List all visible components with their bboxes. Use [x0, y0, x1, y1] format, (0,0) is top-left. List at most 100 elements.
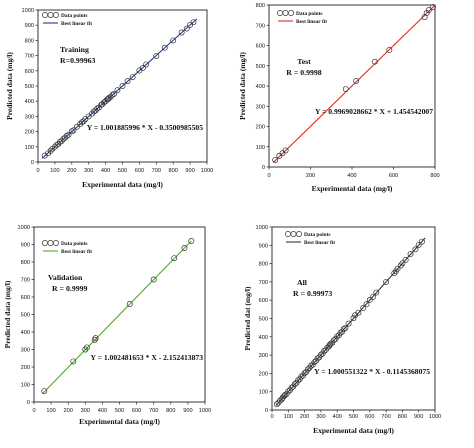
data-point: [402, 256, 409, 263]
dataset-name: Test: [297, 57, 311, 66]
correlation-label: R=0.99963: [60, 56, 96, 65]
y-tick-label: 900: [259, 243, 268, 249]
x-tick-label: 700: [152, 168, 161, 174]
data-point: [334, 333, 341, 340]
data-point: [291, 381, 298, 387]
data-point: [92, 107, 99, 114]
data-point: [178, 29, 185, 36]
data-point: [170, 37, 177, 44]
x-tick-label: 300: [316, 414, 325, 420]
y-axis-label: Predicted dat (mg/l): [243, 286, 252, 351]
data-point: [425, 7, 432, 14]
x-axis-label: Experimental data (mg/l): [312, 184, 393, 193]
data-point: [429, 4, 436, 10]
y-tick-label: 800: [21, 260, 30, 266]
y-tick-label: 400: [256, 84, 265, 90]
y-tick-label: 100: [25, 145, 34, 151]
x-tick-label: 600: [389, 173, 398, 179]
data-point: [355, 309, 362, 316]
legend: Data points Best linear fit: [277, 10, 327, 25]
data-point: [114, 87, 121, 94]
dataset-name: Training: [60, 45, 89, 54]
x-tick-label: 200: [67, 168, 76, 174]
correlation-label: R = 0.9998: [286, 68, 322, 77]
y-tick-label: 200: [259, 371, 268, 377]
y-tick-label: 700: [21, 278, 30, 284]
data-point: [181, 245, 188, 251]
legend: Data points Best linear fit: [285, 231, 335, 246]
y-tick-label: 800: [256, 3, 265, 9]
data-point: [82, 346, 89, 353]
x-tick-label: 0: [32, 408, 35, 414]
regression-equation: Y = 1.000551322 * X - 0.1145368075: [314, 367, 430, 376]
y-tick-label: 300: [259, 353, 268, 359]
data-point: [327, 340, 334, 347]
x-tick-label: 300: [81, 408, 90, 414]
y-tick-label: 800: [25, 38, 34, 44]
data-point: [342, 325, 349, 331]
x-tick-label: 400: [347, 173, 356, 179]
y-tick-label: 400: [25, 99, 34, 105]
y-tick-label: 300: [256, 104, 265, 110]
regression-equation: Y = 0.9969028662 * X + 1.454542007: [315, 107, 433, 116]
x-tick-label: 100: [50, 168, 59, 174]
legend-marker: [296, 231, 302, 237]
data-point: [288, 384, 295, 391]
x-tick-label: 100: [46, 408, 55, 414]
legend-label: Data points: [296, 11, 323, 17]
y-tick-label: 900: [21, 243, 30, 249]
y-tick-label: 600: [259, 298, 268, 304]
data-point: [55, 141, 62, 148]
data-point: [129, 74, 136, 81]
data-point: [340, 326, 347, 333]
data-point: [391, 270, 398, 277]
scatter-chart: 0 100 200 300 400 500 600 700 800 900 1000 0 100 200 3…: [3, 225, 211, 426]
data-point: [107, 93, 114, 100]
x-tick-label: 1000: [429, 414, 441, 420]
data-point: [60, 135, 67, 142]
data-point: [153, 52, 160, 59]
x-axis-label: Experimental data (mg/l): [313, 426, 394, 435]
legend-marker: [53, 240, 59, 246]
legend-marker: [53, 12, 59, 18]
x-tick-label: 0: [267, 173, 270, 179]
y-tick-label: 300: [21, 348, 30, 354]
y-axis-label: Predicted data (mg/l): [3, 280, 12, 348]
x-axis-label: Experimental data (mg/l): [82, 180, 163, 189]
data-point: [58, 138, 65, 144]
legend: Data points Best linear fit: [42, 240, 92, 255]
data-point: [308, 362, 315, 369]
training-panel: 0 100 200 300 400 500 600 700 800 900 1000 0 100 200 3…: [0, 0, 237, 224]
x-tick-label: 700: [381, 414, 390, 420]
legend: Data points Best linear fit: [42, 12, 92, 27]
x-tick-label: 500: [118, 168, 127, 174]
dataset-name: All: [297, 278, 308, 287]
y-tick-label: 500: [256, 64, 265, 70]
y-axis-label: Predicted data (mg/l): [238, 52, 247, 120]
data-point: [273, 401, 280, 408]
data-point: [350, 315, 357, 322]
y-tick-label: 600: [21, 295, 30, 301]
y-tick-label: 600: [25, 69, 34, 75]
legend-marker: [288, 10, 294, 16]
x-tick-label: 0: [270, 414, 273, 420]
data-point: [126, 301, 133, 307]
data-point: [41, 388, 48, 395]
x-tick-label: 600: [135, 168, 144, 174]
all-panel: 0 100 200 300 400 500 600 700 800 900 1000 0 100 200 3…: [237, 224, 474, 448]
data-point: [383, 278, 390, 285]
data-point: [371, 58, 378, 65]
x-tick-label: 1000: [199, 408, 211, 414]
data-point: [111, 90, 118, 97]
legend-label: Data points: [61, 241, 88, 247]
scatter-chart: 0 100 200 300 400 500 600 700 800 900 1000 0 100 200 3…: [5, 8, 213, 189]
data-point: [92, 335, 99, 342]
data-point: [47, 147, 54, 154]
x-tick-label: 800: [398, 414, 407, 420]
regression-equation: Y = 1.001885996 * X - 0.3500985505: [87, 123, 203, 132]
y-tick-label: 700: [25, 54, 34, 60]
data-point: [353, 77, 360, 84]
data-point: [80, 118, 87, 125]
y-tick-label: 0: [265, 408, 268, 414]
data-point: [139, 65, 146, 72]
